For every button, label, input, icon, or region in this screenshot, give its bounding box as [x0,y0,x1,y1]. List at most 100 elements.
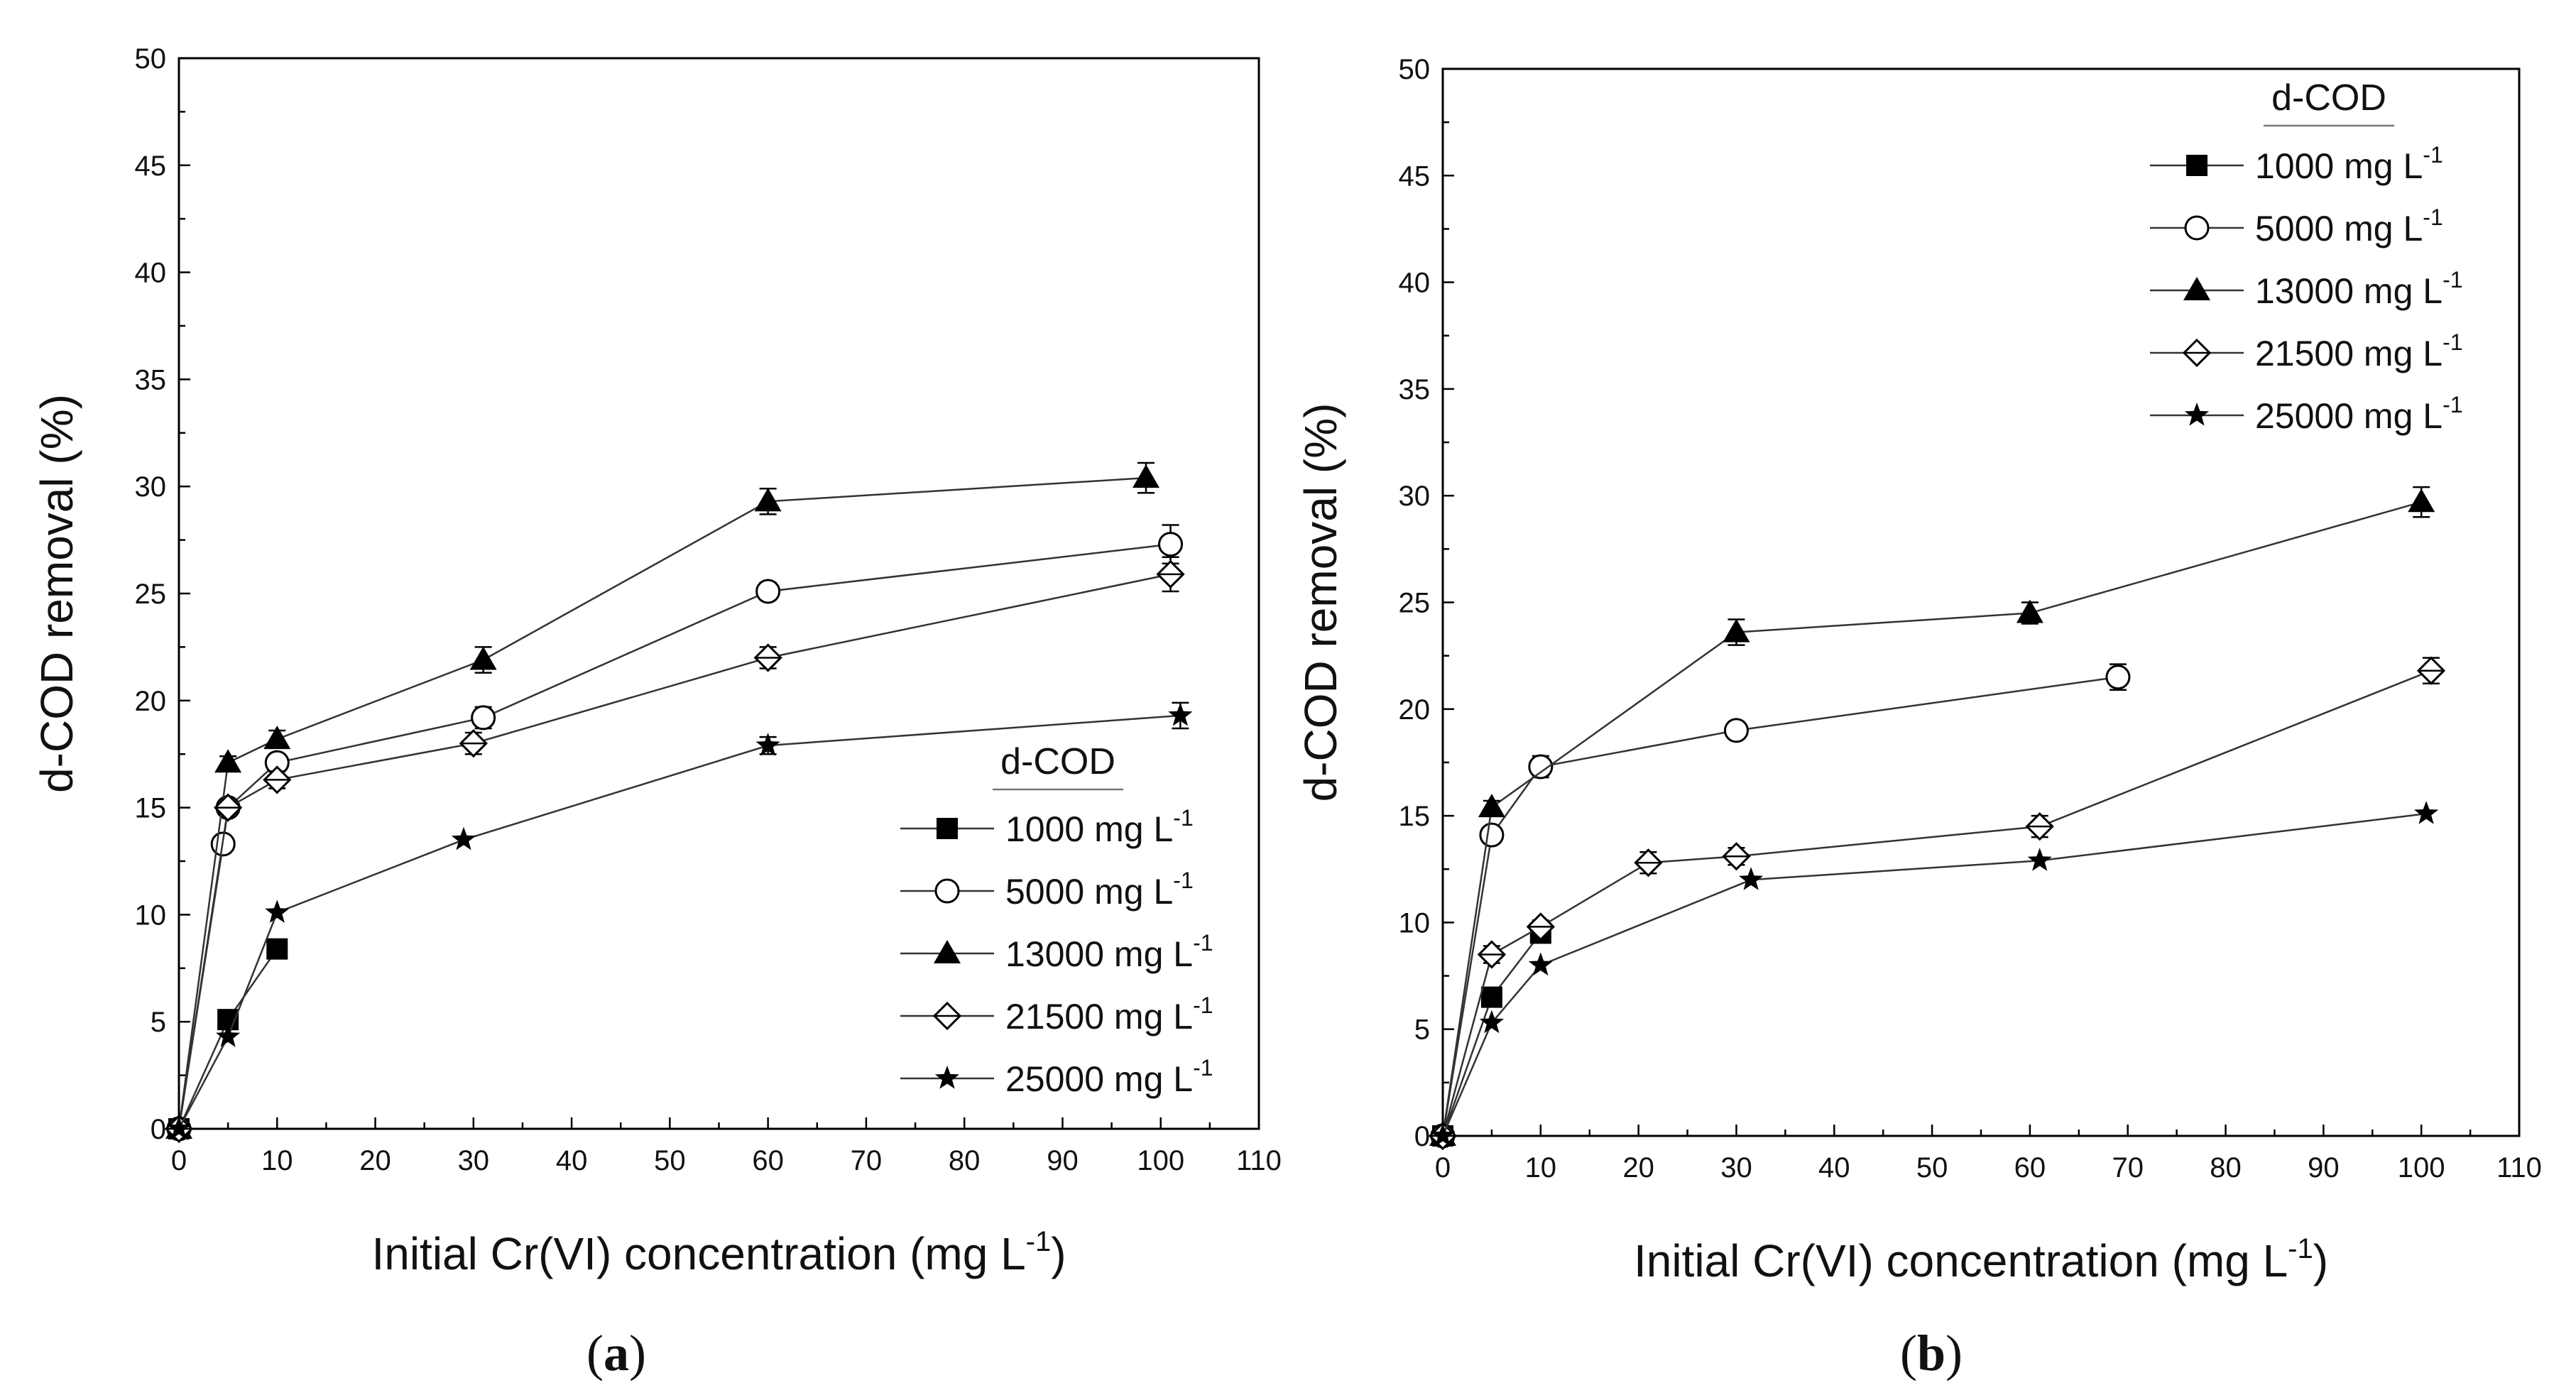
x-tick-label: 110 [2496,1152,2542,1183]
legend-entry: 5000 mg L-1 [900,868,1194,912]
legend-label: 1000 mg L-1 [1005,805,1194,849]
y-tick-label: 40 [135,258,167,289]
y-tick-label: 50 [135,43,167,75]
data-point [1722,842,1751,871]
data-point [1156,559,1185,589]
legend-entry: 21500 mg L-1 [900,992,1213,1037]
x-tick-label: 80 [2210,1152,2242,1183]
y-tick-label: 10 [1399,907,1431,939]
data-point [471,705,496,731]
legend-entry: 1000 mg L-1 [2150,142,2443,186]
legend-label-main: 25000 mg L [1005,1059,1193,1099]
data-point [265,899,290,923]
data-point [2414,801,2439,824]
data-point [214,749,242,773]
data-point [263,765,292,794]
legend-label: 5000 mg L-1 [2255,204,2443,248]
data-point [214,793,243,822]
legend-label-main: 21500 mg L [2255,334,2443,373]
series-line [1441,676,2119,1137]
data-point [469,646,497,670]
legend-entry: 21500 mg L-1 [2150,329,2463,373]
series-line [1441,669,2432,1137]
caption-letter: b [1917,1325,1945,1382]
x-tick-label: 40 [1818,1152,1850,1183]
y-tick-label: 10 [135,899,167,931]
series-2 [1429,486,2435,1146]
data-point [1634,848,1663,877]
legend-label-sup: -1 [2423,142,2443,168]
legend-label-main: 1000 mg L [1005,809,1173,849]
y-tick-label: 25 [135,579,167,610]
legend-label-sup: -1 [1173,868,1193,893]
x-axis-title-close: ) [1051,1228,1066,1279]
x-axis-title: Initial Cr(VI) concentration (mg L-1) [371,1226,1066,1279]
legend-label-sup: -1 [1193,1055,1213,1081]
legend-marker [932,1001,962,1031]
data-point [451,826,476,851]
chart-panel-b: 0 10 20 30 40 50 60 70 80 90 100 110 0 5 10 15 20 25 30 35 4… [1295,54,2542,1382]
legend-label: 25000 mg L-1 [1005,1055,1213,1099]
data-point [1528,952,1553,976]
legend-label-sup: -1 [1173,805,1193,831]
data-point [2105,665,2131,690]
panel-caption: (b) [1900,1325,1963,1382]
caption-letter: a [604,1325,629,1382]
legend-label-main: 25000 mg L [2255,396,2443,436]
x-axis-title-close: ) [2313,1235,2328,1286]
y-tick-label: 40 [1399,268,1431,299]
x-tick-label: 50 [654,1145,686,1176]
x-tick-label: 30 [458,1145,490,1176]
data-point [266,938,288,960]
caption-close: ) [1945,1325,1963,1382]
legend-entry: 25000 mg L-1 [2150,392,2463,436]
x-tick-label: 90 [1047,1145,1079,1176]
legend-entry: 13000 mg L-1 [900,930,1213,974]
x-axis-title-main: Initial Cr(VI) concentration (mg L [371,1228,1025,1279]
legend-marker [937,818,958,839]
legend-label: 21500 mg L-1 [2255,329,2463,373]
data-point [2025,812,2054,841]
x-tick-label: 70 [2112,1152,2144,1183]
data-point [754,488,782,512]
data-point [216,1024,241,1047]
y-tick-label: 50 [1399,54,1431,85]
series-2 [165,461,1159,1139]
legend-marker [934,1066,960,1089]
y-tick-label: 5 [151,1007,166,1038]
data-point [1723,718,1749,743]
panel-caption: (a) [586,1325,646,1382]
series-4 [1430,801,2439,1147]
legend-marker [934,878,960,904]
x-axis-title-main: Initial Cr(VI) concentration (mg L [1634,1235,2288,1286]
legend-marker [2182,338,2212,368]
x-tick-label: 60 [2014,1152,2046,1183]
legend-label: 25000 mg L-1 [2255,392,2463,436]
data-point [1158,532,1184,557]
x-tick-label: 90 [2308,1152,2340,1183]
series-1 [1430,663,2131,1149]
legend-label-main: 1000 mg L [2255,146,2423,186]
data-point [2408,488,2435,513]
data-point [753,643,782,672]
legend-label-main: 13000 mg L [1005,934,1193,974]
caption-open: ( [1900,1325,1917,1382]
series-3 [164,556,1185,1144]
legend-label-sup: -1 [1193,930,1213,956]
y-tick-label: 30 [135,471,167,503]
series-line [1441,812,2427,1137]
x-tick-label: 80 [949,1145,981,1176]
legend-label-sup: -1 [2423,204,2443,230]
legend-entry: 5000 mg L-1 [2150,204,2443,248]
data-point [755,733,780,756]
y-tick-label: 35 [135,364,167,395]
x-tick-label: 0 [1435,1152,1451,1183]
y-tick-label: 5 [1414,1015,1430,1046]
series-line [178,714,1181,1130]
legend-entry: 25000 mg L-1 [900,1055,1213,1099]
x-tick-label: 60 [752,1145,784,1176]
data-point [1168,702,1193,726]
data-point [263,726,291,750]
